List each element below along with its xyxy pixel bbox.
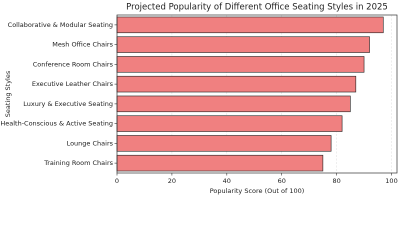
- bar: [116, 36, 370, 53]
- y-tick-label: Training Room Chairs: [43, 159, 113, 167]
- bar: [116, 95, 351, 113]
- x-tick-label: 0: [115, 177, 119, 185]
- x-tick-label: 80: [332, 177, 340, 185]
- bar: [116, 56, 365, 73]
- plot-frame: [116, 14, 398, 174]
- bar: [116, 115, 343, 132]
- chart: Projected Popularity of Different Office…: [0, 3, 398, 196]
- bar: [116, 16, 384, 34]
- y-tick-label: Executive Leather Chairs: [32, 80, 114, 88]
- x-tick-label: 20: [168, 177, 176, 185]
- bar: [116, 135, 332, 152]
- x-tick-label: 60: [278, 177, 286, 185]
- x-axis-label: Popularity Score (Out of 100): [210, 187, 305, 195]
- y-tick-label: Conference Room Chairs: [33, 60, 114, 68]
- y-tick-label: Luxury & Executive Seating: [23, 100, 113, 108]
- chart-title: Projected Popularity of Different Office…: [126, 3, 388, 13]
- y-tick-label: Lounge Chairs: [67, 139, 114, 147]
- y-tick-label: Collaborative & Modular Seating: [8, 21, 113, 29]
- y-tick-label: Health-Conscious & Active Seating: [0, 120, 113, 128]
- y-axis-label: Seating Styles: [4, 70, 12, 117]
- x-tick-label: 100: [385, 177, 397, 185]
- y-tick-label: Mesh Office Chairs: [52, 41, 113, 49]
- x-tick-label: 40: [223, 177, 231, 185]
- bar: [116, 75, 357, 93]
- bar: [116, 154, 324, 172]
